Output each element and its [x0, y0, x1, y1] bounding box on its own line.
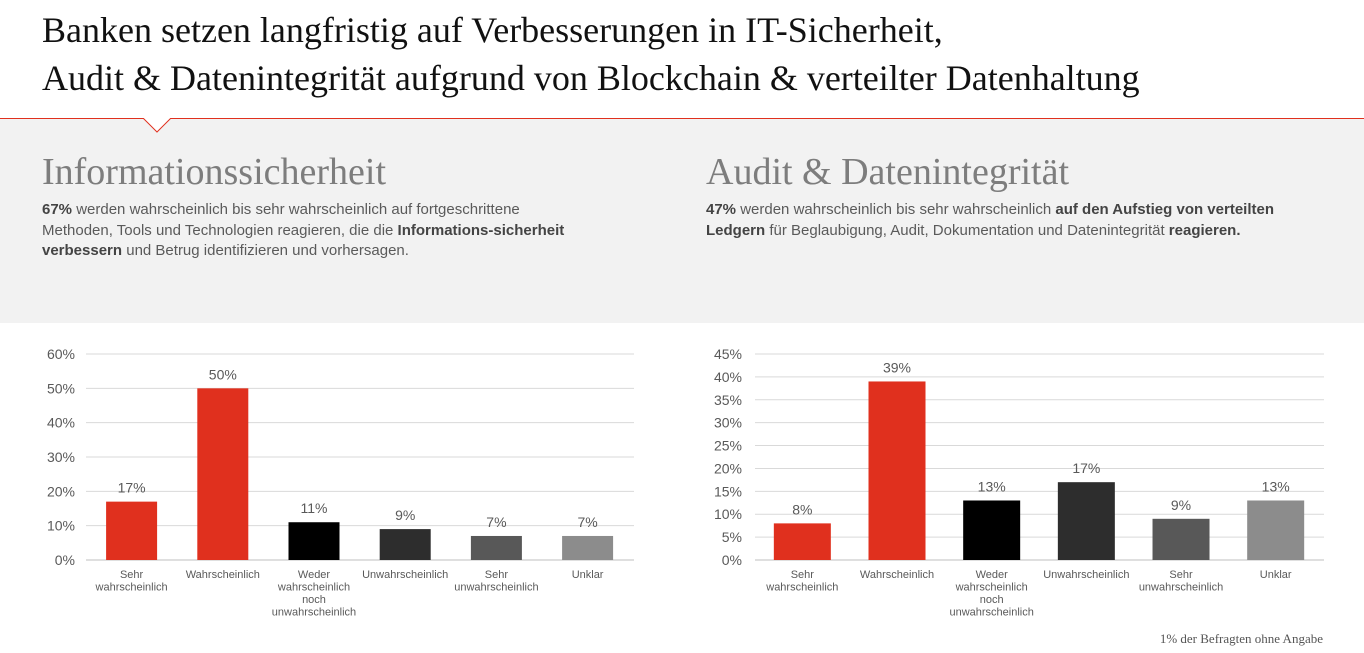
bar: [1247, 500, 1305, 560]
bar: [1057, 482, 1115, 560]
category-label-line: wahrscheinlich: [277, 582, 350, 594]
section-text-part: werden wahrscheinlich bis sehr wahrschei…: [736, 201, 1056, 218]
data-label: 9%: [1171, 497, 1191, 513]
category-label-line: wahrscheinlich: [765, 582, 838, 594]
page-title-line-1: Banken setzen langfristig auf Verbesseru…: [42, 10, 943, 50]
bar: [197, 388, 249, 560]
category-label-line: unwahrscheinlich: [949, 607, 1033, 619]
divider-notch: [143, 118, 171, 133]
bar: [379, 529, 431, 560]
y-tick-label: 30%: [714, 415, 742, 431]
y-tick-label: 25%: [714, 438, 742, 454]
section-text-part: und Betrug identifizieren und vorhersage…: [122, 242, 409, 259]
bar: [106, 501, 158, 560]
y-tick-label: 15%: [714, 483, 742, 499]
category-label-line: noch: [980, 594, 1004, 606]
category-label-line: Sehr: [1169, 569, 1193, 581]
highlight-phrase: reagieren.: [1168, 221, 1241, 239]
category-label-line: unwahrscheinlich: [1139, 582, 1223, 594]
y-tick-label: 30%: [47, 449, 75, 465]
category-label: Wahrscheinlich: [860, 569, 934, 581]
highlight-percentage: 67%: [42, 201, 73, 218]
y-tick-label: 0%: [722, 552, 742, 568]
y-tick-label: 10%: [714, 506, 742, 522]
bar: [1152, 518, 1210, 560]
y-tick-label: 20%: [714, 460, 742, 476]
y-tick-label: 20%: [47, 483, 75, 499]
data-label: 13%: [978, 478, 1006, 494]
category-label-line: Sehr: [791, 569, 815, 581]
y-tick-label: 35%: [714, 392, 742, 408]
data-label: 17%: [118, 480, 146, 496]
bar: [470, 535, 522, 560]
category-label: Sehr wahrscheinlich: [765, 569, 838, 594]
bar: [562, 535, 614, 560]
page-title: Banken setzen langfristig auf Verbesseru…: [42, 6, 1342, 102]
section-text-audit: 47% werden wahrscheinlich bis sehr wahrs…: [706, 200, 1318, 241]
y-tick-label: 0%: [55, 552, 75, 568]
category-label-line: noch: [302, 594, 326, 606]
y-tick-label: 45%: [714, 346, 742, 362]
data-label: 13%: [1262, 478, 1290, 494]
category-label: Unklar: [572, 569, 604, 581]
category-label: Unklar: [1260, 569, 1292, 581]
bar-chart-audit-datenintegritaet: 0%5%10%15%20%25%30%35%40%45%8%Sehr wahrsc…: [714, 346, 1324, 619]
section-title-informationssicherheit: Informationssicherheit: [42, 151, 387, 193]
data-label: 50%: [209, 366, 237, 382]
y-tick-label: 50%: [47, 380, 75, 396]
y-tick-label: 60%: [47, 346, 75, 362]
category-label-line: Wahrscheinlich: [860, 569, 934, 581]
data-label: 11%: [301, 500, 328, 516]
page-title-line-2: Audit & Datenintegrität aufgrund von Blo…: [42, 58, 1140, 98]
bar: [868, 381, 926, 560]
y-tick-label: 40%: [47, 415, 75, 431]
section-text-part: werden wahrscheinlich bis sehr wahrschei…: [42, 201, 520, 239]
y-tick-label: 10%: [47, 518, 75, 534]
category-label: Sehr wahrscheinlich: [95, 569, 168, 594]
bar: [773, 523, 831, 560]
category-label-line: wahrscheinlich: [95, 582, 168, 594]
footnote: 1% der Befragten ohne Angabe: [1159, 631, 1323, 646]
bar-chart-informationssicherheit: 0%10%20%30%40%50%60%17%Sehr wahrscheinlic…: [47, 346, 634, 619]
data-label: 7%: [486, 514, 506, 530]
highlight-percentage: 47%: [706, 201, 737, 218]
y-tick-label: 5%: [722, 529, 742, 545]
category-label: Unwahrscheinlich: [1043, 569, 1129, 581]
data-label: 9%: [395, 507, 415, 523]
section-text-informationssicherheit: 67% werden wahrscheinlich bis sehr wahrs…: [42, 200, 582, 262]
accent-divider: [0, 118, 1364, 119]
category-label: Wahrscheinlich: [186, 569, 260, 581]
category-label-line: Unklar: [572, 569, 604, 581]
summary-band: [0, 119, 1364, 323]
y-tick-label: 40%: [714, 369, 742, 385]
category-label-line: Weder: [976, 569, 1009, 581]
data-label: 17%: [1072, 460, 1100, 476]
category-label: Unwahrscheinlich: [362, 569, 448, 581]
data-label: 39%: [883, 359, 911, 375]
category-label-line: Wahrscheinlich: [186, 569, 260, 581]
bar: [288, 522, 340, 560]
highlight-phrase: auf den Aufstieg von verteilten Ledgern: [706, 201, 1275, 239]
section-title-audit: Audit & Datenintegrität: [706, 151, 1070, 193]
category-label: Sehr unwahrscheinlich: [454, 569, 538, 594]
category-label-line: unwahrscheinlich: [454, 582, 538, 594]
category-label-line: Weder: [298, 569, 331, 581]
category-label-line: Unklar: [1260, 569, 1292, 581]
category-label-line: wahrscheinlich: [955, 582, 1028, 594]
category-label: Sehr unwahrscheinlich: [1139, 569, 1223, 594]
data-label: 7%: [577, 514, 597, 530]
bar: [963, 500, 1021, 560]
category-label: Weder wahrscheinlich noch unwahrscheinlich: [272, 569, 356, 619]
category-label: Weder wahrscheinlich noch unwahrscheinlich: [949, 569, 1033, 619]
category-label-line: Unwahrscheinlich: [1043, 569, 1129, 581]
category-label-line: Unwahrscheinlich: [362, 569, 448, 581]
category-label-line: Sehr: [120, 569, 144, 581]
data-label: 8%: [792, 501, 812, 517]
highlight-phrase: Informations-sicherheit verbessern: [42, 221, 565, 260]
category-label-line: unwahrscheinlich: [272, 607, 356, 619]
section-text-part: für Beglaubigung, Audit, Dokumentation u…: [765, 221, 1169, 239]
category-label-line: Sehr: [485, 569, 509, 581]
